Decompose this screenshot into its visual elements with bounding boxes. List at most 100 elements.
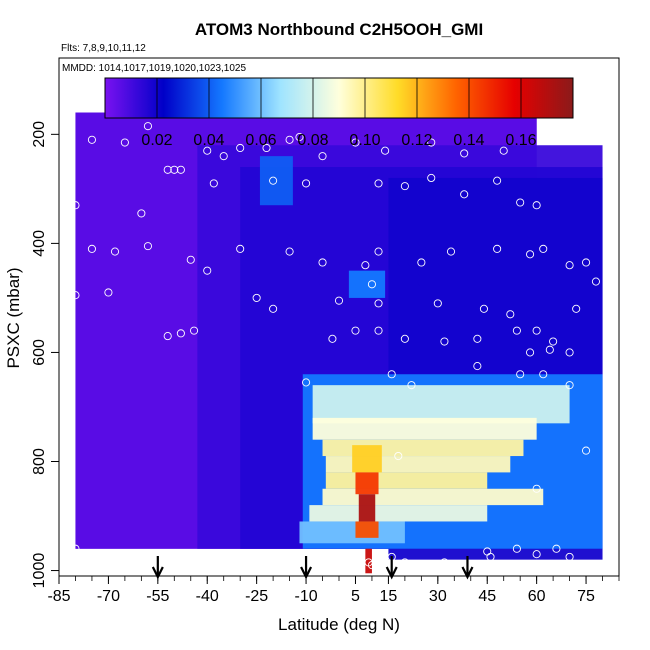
x-tick-label: 75: [577, 588, 595, 605]
observation-point: [483, 547, 492, 556]
observation-point: [532, 550, 541, 559]
field-cell: [348, 270, 386, 298]
colorbar-tick-label: 0.08: [297, 132, 328, 149]
y-tick-label: 1000: [31, 553, 48, 589]
observation-point: [190, 326, 199, 335]
colorbar-tick-label: 0.04: [193, 132, 224, 149]
observation-point: [427, 173, 436, 183]
observation-point: [163, 165, 172, 174]
observation-point: [170, 165, 179, 174]
field-cell: [358, 494, 376, 522]
observation-point: [374, 247, 383, 256]
observation-point: [516, 370, 525, 379]
observation-point: [374, 179, 383, 188]
observation-point: [565, 261, 574, 270]
observation-point: [420, 561, 429, 570]
field-cell: [309, 505, 488, 522]
observation-point: [400, 558, 409, 567]
observation-point: [512, 544, 521, 553]
y-tick-label: 600: [31, 339, 48, 366]
observation-point: [334, 296, 344, 305]
observation-point: [137, 209, 146, 218]
observation-point: [460, 149, 469, 158]
observation-point: [104, 288, 113, 297]
observation-point: [440, 337, 449, 346]
observation-point: [591, 277, 600, 286]
x-tick-label: -70: [97, 588, 120, 605]
field-cell: [355, 472, 379, 495]
observation-point: [526, 250, 535, 259]
observation-point: [295, 133, 304, 142]
observation-point: [532, 484, 541, 493]
observation-point: [539, 370, 548, 379]
data-field: [75, 112, 603, 574]
observation-point: [143, 122, 152, 131]
field-cell: [312, 417, 537, 440]
observation-point: [407, 381, 416, 390]
observation-point: [387, 370, 396, 379]
dates-label: MMDD: 1014,1017,1019,1020,1023,1025: [62, 63, 246, 74]
field-cell: [299, 521, 405, 544]
observation-point: [572, 304, 581, 313]
observation-point: [302, 179, 311, 188]
observation-point: [493, 244, 502, 253]
observation-point: [186, 255, 195, 264]
observation-point: [565, 381, 574, 390]
observation-point: [71, 201, 80, 210]
observation-point: [364, 558, 373, 567]
observation-point: [545, 345, 554, 354]
observation-point: [381, 146, 390, 155]
observation-point: [176, 165, 185, 174]
observation-point: [236, 143, 245, 153]
observation-point: [394, 451, 403, 461]
flight-arrow-head: [461, 566, 474, 580]
y-tick-label: 400: [31, 230, 48, 257]
x-tick-label: -55: [146, 588, 169, 605]
colorbar-tick-label: 0.16: [505, 132, 536, 149]
observation-point: [446, 247, 456, 256]
observation-point: [318, 561, 327, 570]
observation-point: [532, 201, 541, 210]
x-tick-label: -10: [294, 588, 317, 605]
x-axis-label: Latitude (deg N): [278, 615, 400, 634]
observation-point: [351, 326, 360, 335]
observation-point: [539, 244, 548, 253]
observation-point: [499, 146, 508, 155]
colorbar-tick-label: 0.02: [141, 132, 172, 149]
observation-point: [203, 146, 212, 155]
observation-point: [318, 152, 327, 161]
observation-point: [87, 244, 96, 253]
flights-label: Flts: 7,8,9,10,11,12: [61, 43, 146, 54]
field-cell: [325, 472, 488, 489]
observation-point: [110, 247, 120, 256]
observation-point: [582, 258, 591, 267]
observation-point: [285, 135, 294, 144]
observation-point: [203, 266, 212, 275]
observation-point: [275, 561, 284, 570]
y-tick-label: 200: [31, 121, 48, 148]
observation-point: [318, 258, 327, 267]
observation-point: [143, 242, 152, 251]
colorbar-ticks: 0.02 0.04 0.06 0.08 0.10 0.12 0.14 0.16: [141, 78, 537, 149]
observation-point: [526, 348, 535, 357]
observation-point: [285, 247, 294, 256]
y-tick-label: 800: [31, 448, 48, 475]
x-tick-label: 45: [478, 588, 496, 605]
observation-point: [582, 446, 591, 455]
observation-point: [269, 304, 278, 313]
observation-point: [552, 544, 561, 553]
observation-point: [163, 332, 172, 341]
observation-point: [532, 326, 541, 335]
observation-point: [361, 261, 370, 270]
observation-point: [400, 182, 409, 191]
x-axis: -85 -70 -55 -40 -25 -10 5 15 30 45 60 75: [47, 576, 620, 605]
observation-point: [565, 348, 574, 357]
observation-point: [506, 310, 515, 319]
observation-point: [252, 293, 261, 302]
field-cell: [352, 445, 382, 473]
x-tick-label: 60: [528, 588, 546, 605]
observation-point: [565, 552, 574, 561]
x-tick-label: 30: [429, 588, 447, 605]
colorbar-tick-label: 0.12: [401, 132, 432, 149]
